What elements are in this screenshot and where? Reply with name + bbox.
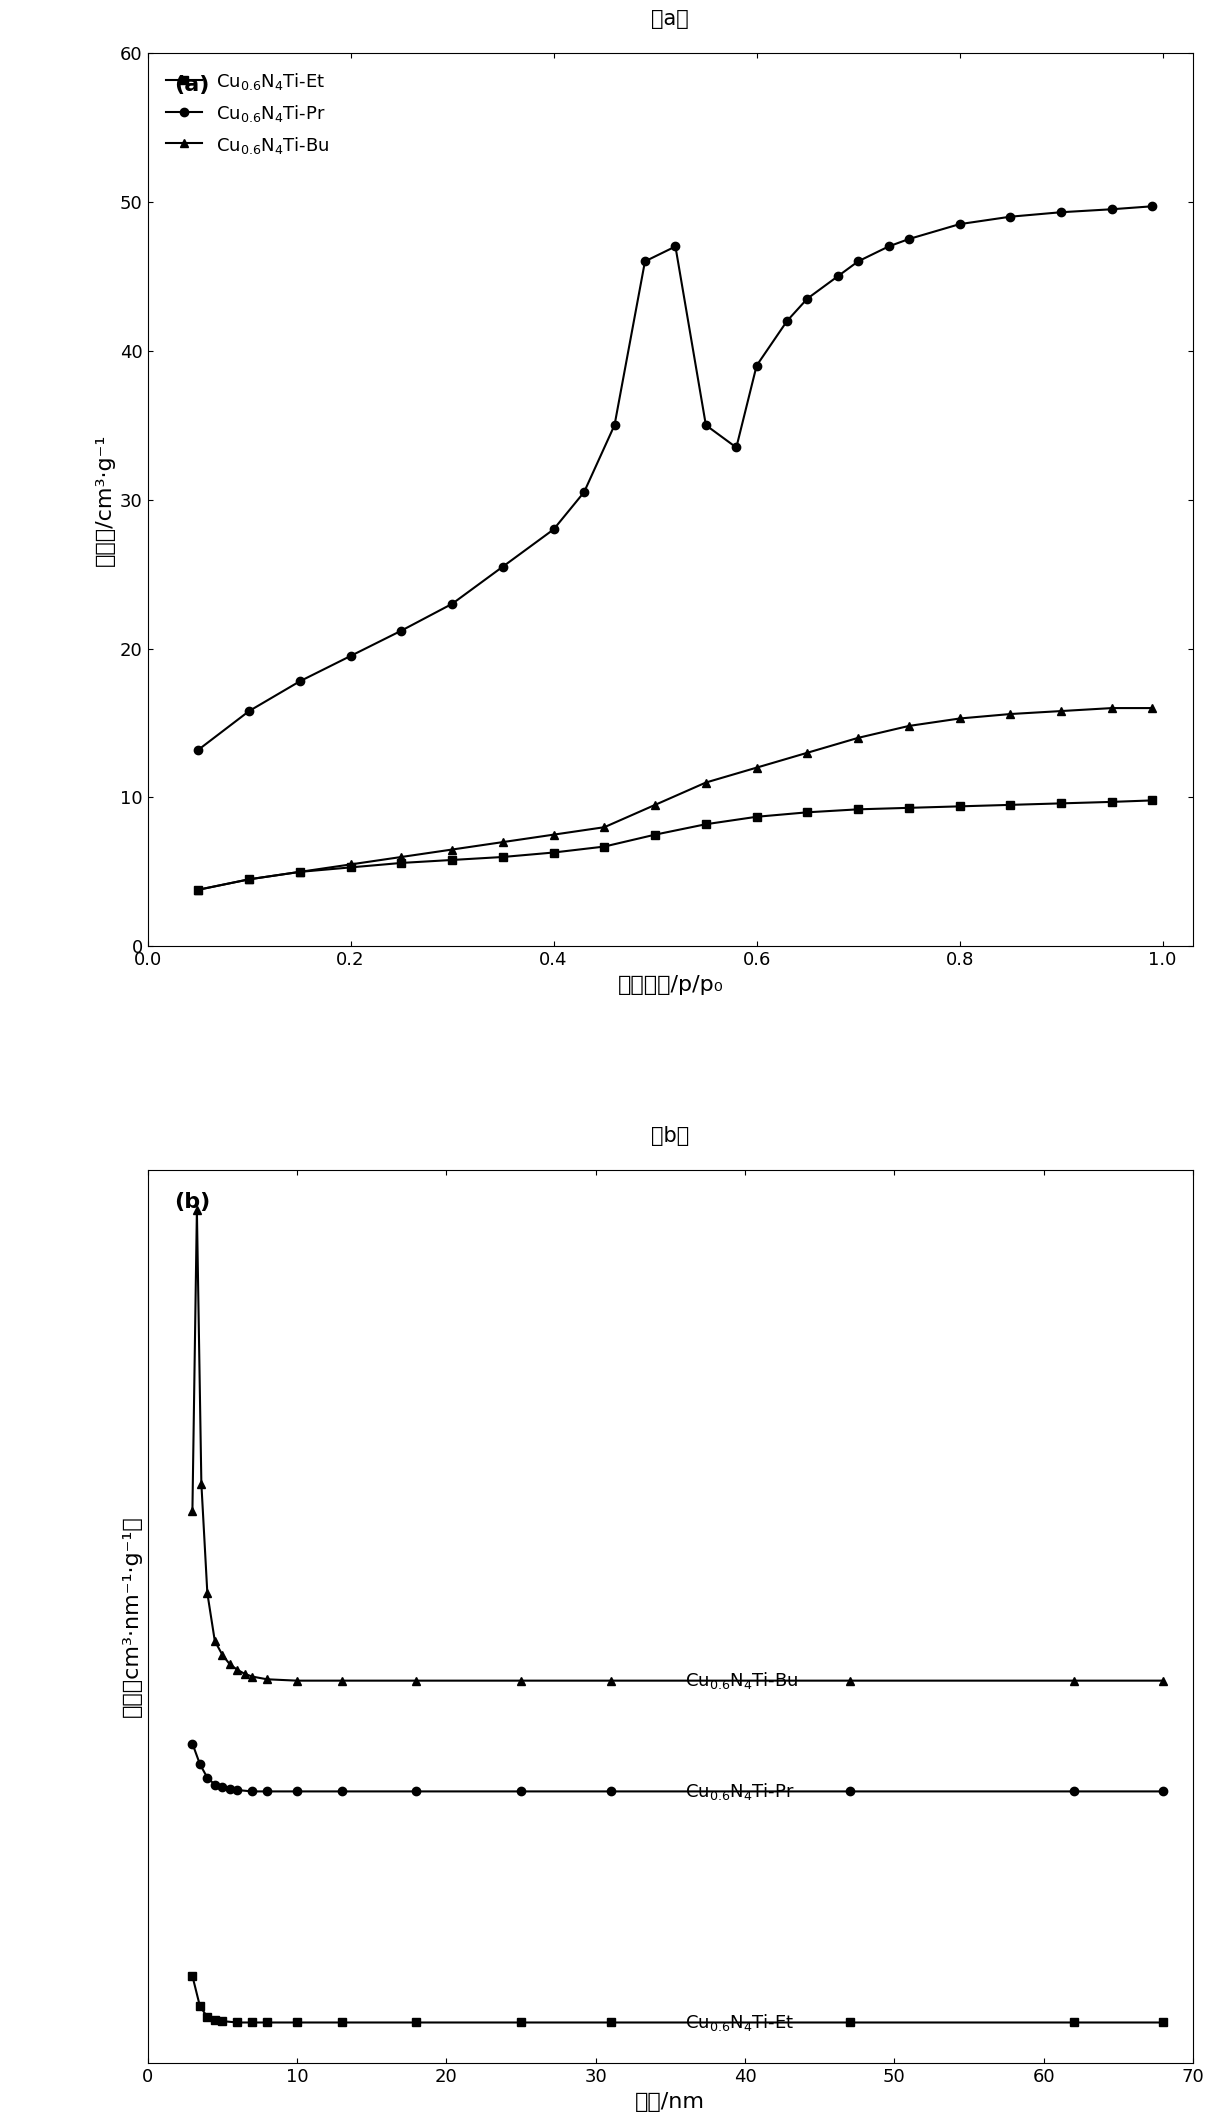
Cu$_{0.6}$N$_{4}$Ti-Bu — [1105, 696, 1119, 722]
Cu$_{0.6}$N$_{4}$Ti-Et — [902, 796, 916, 821]
Cu$_{0.6}$N$_{4}$Ti-Pr — [293, 669, 308, 694]
Cu$_{0.6}$N$_{4}$Ti-Pr — [699, 413, 713, 438]
Cu$_{0.6}$N$_{4}$Ti-Pr — [851, 250, 866, 275]
Cu$_{0.6}$N$_{4}$Ti-Et — [394, 851, 408, 876]
Cu$_{0.6}$N$_{4}$Ti-Et — [1105, 789, 1119, 815]
Cu$_{0.6}$N$_{4}$Ti-Bu — [699, 770, 713, 796]
Cu$_{0.6}$N$_{4}$Ti-Bu — [648, 791, 663, 817]
X-axis label: 相对压力/p/p₀: 相对压力/p/p₀ — [617, 975, 723, 995]
Cu$_{0.6}$N$_{4}$Ti-Pr — [830, 264, 845, 290]
Cu$_{0.6}$N$_{4}$Ti-Et — [242, 868, 257, 893]
Cu$_{0.6}$N$_{4}$Ti-Pr — [496, 554, 510, 580]
Cu$_{0.6}$N$_{4}$Ti-Pr — [191, 736, 205, 762]
Cu$_{0.6}$N$_{4}$Ti-Pr — [1145, 193, 1160, 218]
Cu$_{0.6}$N$_{4}$Ti-Bu — [749, 755, 764, 781]
Cu$_{0.6}$N$_{4}$Ti-Bu — [952, 707, 967, 732]
Cu$_{0.6}$N$_{4}$Ti-Bu — [394, 844, 408, 870]
Cu$_{0.6}$N$_{4}$Ti-Pr — [1105, 197, 1119, 222]
Cu$_{0.6}$N$_{4}$Ti-Et — [496, 844, 510, 870]
Cu$_{0.6}$N$_{4}$Ti-Pr — [637, 250, 652, 275]
Cu$_{0.6}$N$_{4}$Ti-Pr — [394, 618, 408, 643]
Cu$_{0.6}$N$_{4}$Ti-Pr — [902, 226, 916, 252]
X-axis label: 孔径/nm: 孔径/nm — [636, 2091, 705, 2112]
Cu$_{0.6}$N$_{4}$Ti-Bu — [191, 876, 205, 901]
Cu$_{0.6}$N$_{4}$Ti-Et — [191, 876, 205, 901]
Cu$_{0.6}$N$_{4}$Ti-Et — [1145, 787, 1160, 813]
Title: （b）: （b） — [651, 1126, 690, 1147]
Legend: Cu$_{0.6}$N$_{4}$Ti-Et, Cu$_{0.6}$N$_{4}$Ti-Pr, Cu$_{0.6}$N$_{4}$Ti-Bu: Cu$_{0.6}$N$_{4}$Ti-Et, Cu$_{0.6}$N$_{4}… — [156, 61, 338, 165]
Cu$_{0.6}$N$_{4}$Ti-Pr — [577, 480, 592, 506]
Cu$_{0.6}$N$_{4}$Ti-Bu — [597, 815, 611, 840]
Cu$_{0.6}$N$_{4}$Ti-Pr — [1054, 199, 1069, 224]
Cu$_{0.6}$N$_{4}$Ti-Pr — [780, 309, 795, 334]
Line: Cu$_{0.6}$N$_{4}$Ti-Pr: Cu$_{0.6}$N$_{4}$Ti-Pr — [194, 203, 1156, 753]
Text: Cu$_{0.6}$N$_{4}$Ti-Pr: Cu$_{0.6}$N$_{4}$Ti-Pr — [685, 1782, 795, 1803]
Cu$_{0.6}$N$_{4}$Ti-Pr — [729, 434, 744, 459]
Line: Cu$_{0.6}$N$_{4}$Ti-Et: Cu$_{0.6}$N$_{4}$Ti-Et — [194, 796, 1156, 893]
Cu$_{0.6}$N$_{4}$Ti-Bu — [851, 726, 866, 751]
Cu$_{0.6}$N$_{4}$Ti-Et — [1002, 791, 1017, 817]
Cu$_{0.6}$N$_{4}$Ti-Bu — [496, 829, 510, 855]
Y-axis label: 吸附量/cm³·g⁻¹: 吸附量/cm³·g⁻¹ — [95, 434, 114, 565]
Cu$_{0.6}$N$_{4}$Ti-Pr — [749, 353, 764, 379]
Cu$_{0.6}$N$_{4}$Ti-Et — [952, 794, 967, 819]
Cu$_{0.6}$N$_{4}$Ti-Bu — [800, 741, 814, 766]
Cu$_{0.6}$N$_{4}$Ti-Et — [445, 846, 460, 872]
Cu$_{0.6}$N$_{4}$Ti-Pr — [445, 590, 460, 616]
Cu$_{0.6}$N$_{4}$Ti-Et — [343, 855, 358, 880]
Cu$_{0.6}$N$_{4}$Ti-Bu — [546, 821, 561, 846]
Cu$_{0.6}$N$_{4}$Ti-Et — [293, 859, 308, 884]
Cu$_{0.6}$N$_{4}$Ti-Pr — [1002, 203, 1017, 229]
Cu$_{0.6}$N$_{4}$Ti-Et — [1054, 791, 1069, 817]
Cu$_{0.6}$N$_{4}$Ti-Et — [699, 813, 713, 838]
Y-axis label: 孔容（cm³·nm⁻¹·g⁻¹）: 孔容（cm³·nm⁻¹·g⁻¹） — [122, 1515, 141, 1718]
Cu$_{0.6}$N$_{4}$Ti-Bu — [293, 859, 308, 884]
Cu$_{0.6}$N$_{4}$Ti-Bu — [1054, 698, 1069, 724]
Cu$_{0.6}$N$_{4}$Ti-Et — [597, 834, 611, 859]
Cu$_{0.6}$N$_{4}$Ti-Et — [851, 796, 866, 821]
Cu$_{0.6}$N$_{4}$Ti-Bu — [1002, 700, 1017, 726]
Cu$_{0.6}$N$_{4}$Ti-Bu — [1145, 696, 1160, 722]
Cu$_{0.6}$N$_{4}$Ti-Et — [648, 821, 663, 846]
Cu$_{0.6}$N$_{4}$Ti-Bu — [343, 853, 358, 878]
Cu$_{0.6}$N$_{4}$Ti-Pr — [546, 516, 561, 542]
Cu$_{0.6}$N$_{4}$Ti-Bu — [445, 836, 460, 861]
Cu$_{0.6}$N$_{4}$Ti-Pr — [952, 212, 967, 237]
Cu$_{0.6}$N$_{4}$Ti-Pr — [343, 643, 358, 669]
Cu$_{0.6}$N$_{4}$Ti-Bu — [242, 868, 257, 893]
Text: (b): (b) — [173, 1191, 210, 1212]
Cu$_{0.6}$N$_{4}$Ti-Pr — [668, 233, 683, 258]
Title: （a）: （a） — [652, 8, 689, 30]
Cu$_{0.6}$N$_{4}$Ti-Pr — [881, 233, 895, 258]
Text: Cu$_{0.6}$N$_{4}$Ti-Bu: Cu$_{0.6}$N$_{4}$Ti-Bu — [685, 1670, 798, 1691]
Cu$_{0.6}$N$_{4}$Ti-Et — [546, 840, 561, 865]
Cu$_{0.6}$N$_{4}$Ti-Bu — [902, 713, 916, 738]
Text: (a): (a) — [173, 76, 209, 95]
Line: Cu$_{0.6}$N$_{4}$Ti-Bu: Cu$_{0.6}$N$_{4}$Ti-Bu — [194, 705, 1156, 893]
Cu$_{0.6}$N$_{4}$Ti-Et — [800, 800, 814, 825]
Text: Cu$_{0.6}$N$_{4}$Ti-Et: Cu$_{0.6}$N$_{4}$Ti-Et — [685, 2012, 795, 2033]
Cu$_{0.6}$N$_{4}$Ti-Pr — [608, 413, 622, 438]
Cu$_{0.6}$N$_{4}$Ti-Et — [749, 804, 764, 829]
Cu$_{0.6}$N$_{4}$Ti-Pr — [242, 698, 257, 724]
Cu$_{0.6}$N$_{4}$Ti-Pr — [800, 286, 814, 311]
